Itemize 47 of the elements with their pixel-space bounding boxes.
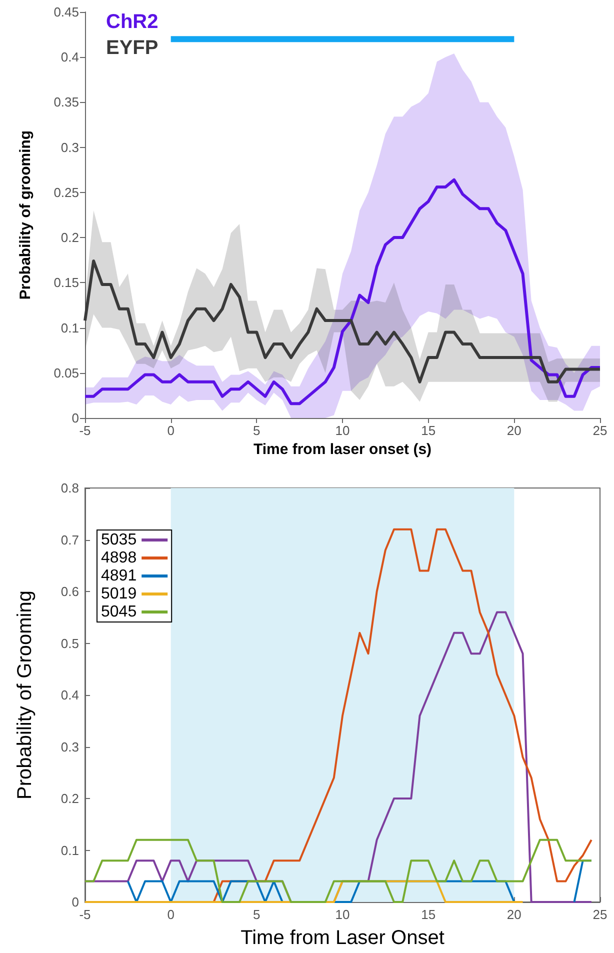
x-tick-label: -5 [79, 907, 91, 922]
x-tick-label: 15 [421, 423, 436, 438]
line-series [84, 260, 602, 384]
y-tick-label: 0.1 [60, 320, 79, 336]
y-tick-label: 0.15 [54, 275, 79, 290]
y-tick-label: 0.2 [60, 791, 79, 806]
y-tick-label: 0.6 [60, 584, 79, 599]
y-axis-title: Probability of grooming [17, 130, 34, 300]
y-tick-label: 0 [72, 894, 79, 910]
x-tick-label: 20 [506, 423, 522, 438]
x-axis-title: Time from laser onset (s) [253, 441, 432, 458]
y-tick-label: 0.2 [60, 230, 79, 246]
y-tick-label: 0.4 [60, 688, 79, 702]
y-tick-label: 0.35 [54, 94, 79, 110]
line-series [84, 178, 602, 406]
x-tick-label: 10 [335, 423, 350, 438]
x-tick-label: 25 [592, 907, 608, 922]
y-tick-label: 0.25 [54, 184, 79, 200]
legend-label: 5045 [101, 604, 137, 620]
text: ChR2 [106, 11, 158, 33]
y-tick-label: 0.3 [60, 140, 79, 155]
line-series [84, 838, 592, 903]
text: EYFP [106, 37, 158, 59]
x-tick-label: 25 [592, 423, 608, 438]
y-tick-label: 0.45 [54, 4, 79, 20]
x-tick-label: 0 [167, 907, 174, 922]
y-tick-label: 0.1 [60, 842, 79, 858]
x-tick-label: 5 [253, 423, 260, 438]
legend-label: 5019 [101, 586, 137, 602]
y-tick-label: 0 [72, 410, 79, 426]
y-tick-label: 0.05 [54, 365, 79, 380]
x-axis-title: Time from Laser Onset [240, 927, 445, 949]
legend-label: 4891 [101, 568, 137, 584]
x-tick-label: -5 [79, 423, 91, 438]
y-tick-label: 0.3 [60, 739, 79, 754]
y-axis-title: Probability of Grooming [14, 590, 36, 800]
x-tick-label: 0 [167, 423, 174, 438]
x-tick-label: 20 [506, 907, 522, 922]
y-tick-label: 0.7 [60, 532, 79, 548]
y-tick-label: 0.5 [60, 636, 79, 651]
x-tick-label: 5 [253, 907, 260, 922]
x-tick-label: 15 [421, 907, 436, 922]
x-tick-label: 10 [335, 907, 350, 922]
y-tick-label: 0.4 [60, 50, 79, 65]
legend-label: 5035 [101, 532, 137, 548]
legend-label: 4898 [101, 550, 137, 566]
y-tick-label: 0.8 [60, 480, 79, 496]
